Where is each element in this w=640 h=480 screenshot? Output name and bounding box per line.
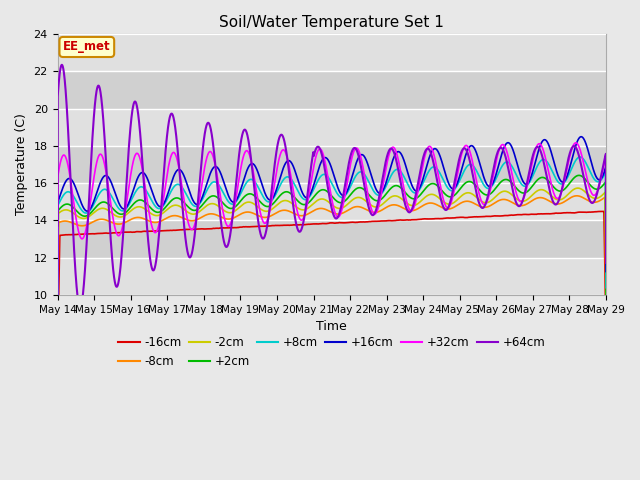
Title: Soil/Water Temperature Set 1: Soil/Water Temperature Set 1: [220, 15, 444, 30]
Legend: -16cm, -8cm, -2cm, +2cm, +8cm, +16cm, +32cm, +64cm: -16cm, -8cm, -2cm, +2cm, +8cm, +16cm, +3…: [113, 331, 550, 372]
Bar: [58, 71, 606, 108]
Y-axis label: Temperature (C): Temperature (C): [15, 114, 28, 216]
Bar: [58, 220, 606, 258]
Bar: [58, 258, 606, 295]
X-axis label: Time: Time: [316, 320, 347, 333]
Bar: [58, 34, 606, 71]
Bar: [58, 146, 606, 183]
Bar: [58, 183, 606, 220]
Bar: [58, 108, 606, 146]
Text: EE_met: EE_met: [63, 40, 111, 53]
